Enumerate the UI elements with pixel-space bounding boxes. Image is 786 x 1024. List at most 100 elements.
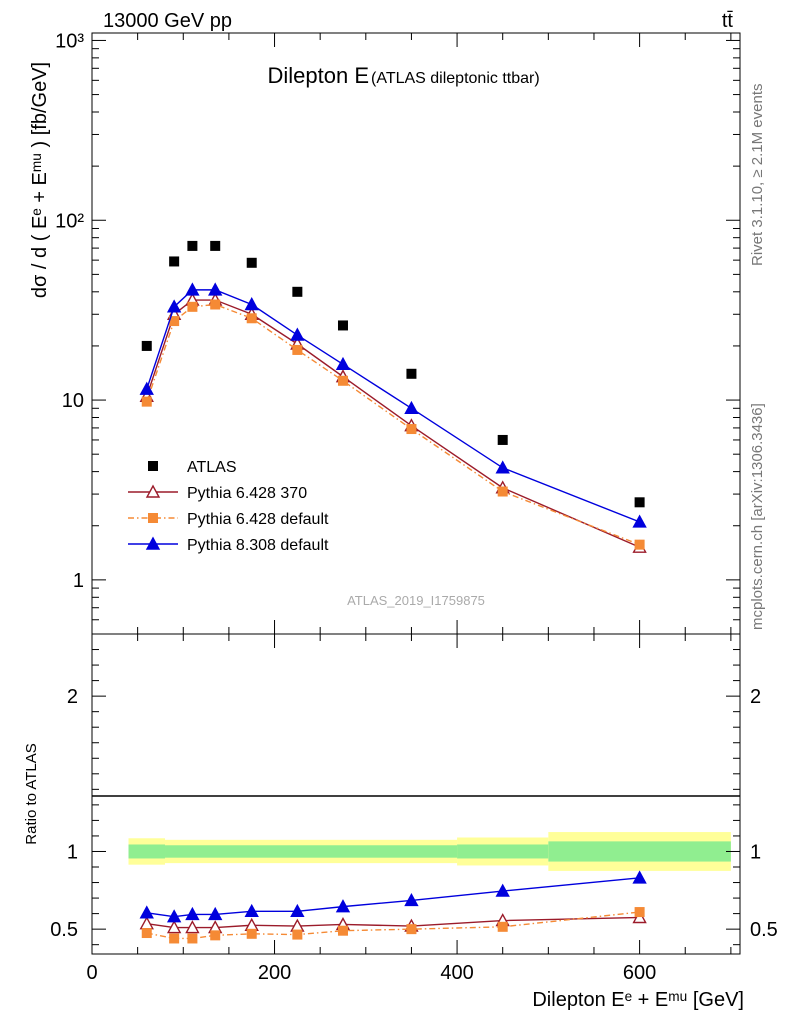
data-point xyxy=(337,375,348,386)
series-line xyxy=(146,289,640,523)
ratio-frame xyxy=(91,633,741,955)
ratio-y-tick-label: 2 xyxy=(67,686,78,708)
main-panel: 1 10 10² 10³ Dilepton E (ATLAS dileptonic t… xyxy=(29,30,741,635)
analysis-id: ATLAS_2019_I1759875 xyxy=(347,593,485,608)
data-point xyxy=(141,396,152,407)
data-point xyxy=(244,297,259,311)
plot-title: Dilepton E xyxy=(267,63,369,88)
stat-uncertainty-band xyxy=(165,845,458,858)
stat-uncertainty-band xyxy=(457,844,549,859)
main-y-tick-label: 10³ xyxy=(55,30,84,52)
data-point xyxy=(337,320,348,331)
data-point xyxy=(141,928,152,939)
ratio-series-pythia-8-308-default xyxy=(139,870,647,923)
x-tick-label: 200 xyxy=(258,962,291,984)
data-point xyxy=(292,344,303,355)
data-point xyxy=(187,933,198,944)
ratio-y-tick-label: 1 xyxy=(67,841,78,863)
data-point xyxy=(406,368,417,379)
data-point xyxy=(495,460,510,474)
series-line xyxy=(146,877,640,918)
legend-entry-atlas: ATLAS xyxy=(148,459,237,476)
data-point xyxy=(166,299,182,313)
data-point xyxy=(169,316,180,327)
data-point xyxy=(634,497,645,508)
series-line xyxy=(146,303,640,546)
main-axis-ticks: 1 10 10² 10³ xyxy=(55,30,740,635)
data-point xyxy=(139,916,154,930)
stat-uncertainty-band xyxy=(548,841,731,862)
legend-label: Pythia 8.308 default xyxy=(187,537,329,554)
ratio-series-pythia-6-428-default xyxy=(141,907,645,944)
data-point xyxy=(495,883,510,897)
series-line xyxy=(146,299,640,548)
ratio-y-tick-label-right: 0.5 xyxy=(750,919,778,941)
data-point xyxy=(406,424,417,435)
legend-marker xyxy=(148,461,158,471)
data-point xyxy=(185,906,200,921)
legend-entry-pythia-6-428-default: Pythia 6.428 default xyxy=(128,511,329,528)
main-series xyxy=(139,240,647,553)
ratio-y-tick-label: 0.5 xyxy=(50,919,78,941)
data-point xyxy=(634,907,645,918)
main-y-tick-label: 1 xyxy=(73,570,84,592)
data-point xyxy=(169,933,180,944)
data-point xyxy=(337,925,348,936)
data-point xyxy=(404,892,419,907)
data-point xyxy=(497,921,508,932)
x-tick-label: 400 xyxy=(440,962,473,984)
main-y-axis-label: dσ / d ( Eᵉ + Eᵐᵘ ) [fb/GeV] xyxy=(29,62,51,298)
data-point xyxy=(335,899,351,913)
data-point xyxy=(292,929,303,940)
data-point xyxy=(335,356,351,371)
data-point xyxy=(497,434,508,445)
series-line xyxy=(146,911,640,940)
data-point xyxy=(208,906,223,921)
data-point xyxy=(169,256,180,267)
energy-label: 13000 GeV pp xyxy=(103,10,232,32)
x-tick-label: 600 xyxy=(623,962,656,984)
data-point xyxy=(632,514,647,528)
rivet-version-label: Rivet 3.1.10, ≥ 2.1M events xyxy=(749,84,766,267)
data-point xyxy=(139,905,154,919)
data-point xyxy=(634,539,645,550)
legend-label: ATLAS xyxy=(187,459,237,476)
legend-entry-pythia-8-308-default: Pythia 8.308 default xyxy=(128,536,329,554)
legend-marker xyxy=(148,513,158,523)
main-y-tick-label: 10² xyxy=(55,210,84,232)
legend-label: Pythia 6.428 370 xyxy=(187,485,307,502)
ratio-y-tick-label-right: 1 xyxy=(750,841,761,863)
data-point xyxy=(292,286,303,297)
x-axis-label: Dilepton Eᵉ + Eᵐᵘ [GeV] xyxy=(532,989,744,1011)
data-point xyxy=(187,240,198,251)
data-point xyxy=(406,924,417,935)
data-point xyxy=(210,240,221,251)
data-point xyxy=(166,909,182,923)
data-point xyxy=(185,282,200,296)
plot-subtitle: (ATLAS dileptonic ttbar) xyxy=(371,70,540,87)
data-point xyxy=(244,903,259,917)
legend-entry-pythia-6-428-370: Pythia 6.428 370 xyxy=(128,484,307,502)
series-atlas xyxy=(141,240,645,508)
data-point xyxy=(166,920,182,934)
series-line xyxy=(146,916,640,929)
series-pythia-8-308-default xyxy=(139,282,647,528)
data-point xyxy=(185,920,200,934)
data-point xyxy=(141,340,152,351)
ratio-panel: 0.5 0.5 1 1 2 2 0 200 400 600 Ratio to ATLAS Dile… xyxy=(23,633,778,1011)
data-point xyxy=(246,313,257,324)
main-y-tick-label: 10 xyxy=(62,390,84,412)
data-point xyxy=(210,299,221,310)
legend-label: Pythia 6.428 default xyxy=(187,511,329,528)
data-point xyxy=(208,282,223,296)
data-point xyxy=(290,327,305,341)
process-label: tt̄ xyxy=(722,10,734,32)
data-point xyxy=(210,930,221,941)
stat-uncertainty-band xyxy=(128,844,166,859)
data-point xyxy=(404,400,419,414)
data-point xyxy=(246,257,257,268)
ratio-axis-ticks: 0.5 0.5 1 1 2 2 0 200 400 600 xyxy=(50,634,778,984)
data-point xyxy=(246,928,257,939)
ratio-series xyxy=(139,870,647,944)
